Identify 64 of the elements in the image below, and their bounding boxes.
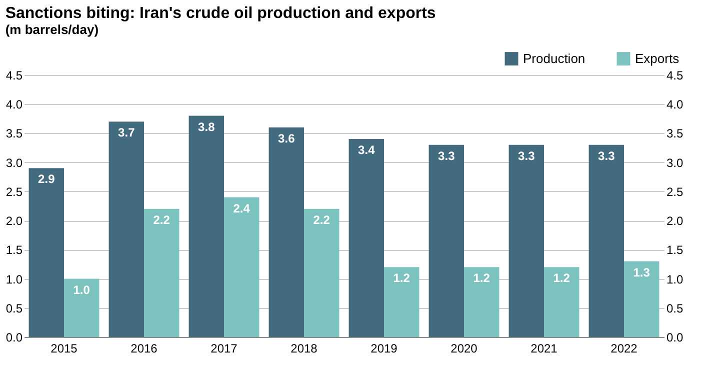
bar	[624, 261, 660, 337]
y-tick-label: 2.5	[6, 184, 23, 199]
legend-label: Exports	[635, 50, 680, 66]
x-tick-label: 2017	[210, 342, 238, 356]
data-label: 3.8	[198, 120, 216, 134]
y-tick-label: 0.5	[6, 301, 23, 316]
data-label: 2.9	[38, 172, 56, 186]
y-tick-label: 4.0	[6, 98, 23, 112]
x-tick-label: 2022	[610, 342, 638, 356]
x-tick-label: 2016	[130, 342, 158, 356]
y2-tick-label: 0.5	[666, 301, 684, 316]
y2-tick-label: 1.5	[666, 243, 684, 258]
bar	[464, 267, 500, 337]
data-label: 3.3	[598, 148, 616, 163]
bar	[304, 208, 340, 337]
bar	[428, 144, 464, 337]
bar	[28, 168, 64, 337]
y-tick-label: 1.0	[6, 272, 23, 286]
chart-title: Sanctions biting: Iran's crude oil production and exports	[5, 5, 436, 22]
bar	[544, 267, 580, 337]
data-label: 3.4	[358, 143, 376, 158]
x-tick-label: 2019	[370, 342, 398, 356]
y2-tick-label: 3.0	[666, 156, 684, 170]
y2-tick-label: 3.5	[666, 126, 684, 141]
data-label: 1.2	[473, 271, 490, 286]
legend-label: Production	[523, 50, 586, 66]
y2-tick-label: 1.0	[666, 272, 684, 286]
bar	[64, 278, 100, 337]
y2-tick-label: 4.5	[666, 68, 684, 82]
data-label: 2.2	[313, 212, 330, 227]
data-label: 2.2	[153, 212, 170, 227]
bar	[224, 197, 260, 337]
data-label: 3.6	[278, 131, 296, 146]
x-tick-label: 2018	[290, 342, 318, 356]
y-tick-label: 3.5	[6, 126, 23, 141]
bar	[188, 116, 224, 337]
bar	[384, 267, 420, 337]
bar	[588, 144, 624, 337]
y-tick-label: 3.0	[6, 156, 23, 170]
y2-tick-label: 4.0	[666, 98, 684, 112]
y2-tick-label: 2.0	[666, 214, 684, 228]
y-tick-label: 0.0	[6, 330, 23, 344]
data-label: 3.7	[118, 126, 136, 140]
x-tick-label: 2021	[530, 342, 558, 356]
data-label: 1.3	[633, 265, 650, 280]
x-tick-label: 2020	[450, 342, 478, 356]
data-label: 3.3	[438, 148, 456, 163]
y-tick-label: 1.5	[6, 243, 23, 258]
y-tick-label: 2.0	[6, 214, 23, 228]
x-tick-label: 2015	[50, 342, 78, 356]
data-label: 1.0	[73, 282, 90, 297]
data-label: 1.2	[393, 271, 410, 286]
y-tick-label: 4.5	[6, 68, 23, 82]
data-label: 1.2	[553, 271, 570, 286]
data-label: 2.4	[233, 201, 250, 216]
bar	[144, 208, 180, 337]
data-label: 3.3	[518, 148, 536, 163]
chart-subtitle: (m barrels/day)	[5, 22, 99, 37]
y2-tick-label: 2.5	[666, 184, 684, 199]
y2-tick-label: 0.0	[666, 330, 684, 344]
bar	[508, 144, 544, 337]
bar	[108, 122, 144, 337]
bar	[348, 139, 384, 337]
bar	[268, 127, 304, 337]
